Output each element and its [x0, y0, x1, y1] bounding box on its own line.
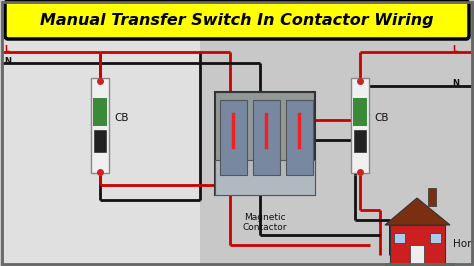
Text: N: N: [4, 56, 11, 65]
Bar: [2, 2, 200, 264]
Text: Home: Home: [453, 239, 474, 249]
Bar: [354, 130, 366, 152]
Bar: [215, 160, 315, 195]
Text: Manual Transfer Switch In Contactor Wiring: Manual Transfer Switch In Contactor Wiri…: [40, 14, 434, 28]
Bar: [351, 78, 369, 173]
Text: CB: CB: [374, 113, 389, 123]
Text: Magnetic
Contactor: Magnetic Contactor: [243, 213, 287, 232]
Bar: [394, 233, 405, 243]
Text: L: L: [4, 45, 9, 55]
Bar: [430, 233, 441, 243]
Bar: [385, 263, 455, 266]
Bar: [353, 98, 367, 126]
Bar: [286, 100, 313, 175]
Bar: [94, 130, 106, 152]
FancyBboxPatch shape: [5, 1, 469, 39]
Bar: [215, 92, 315, 195]
Bar: [253, 100, 280, 175]
Text: CB: CB: [114, 113, 128, 123]
Bar: [220, 100, 247, 175]
Text: L: L: [452, 45, 457, 55]
Bar: [93, 98, 107, 126]
Bar: [91, 78, 109, 173]
Text: N: N: [452, 80, 459, 89]
Bar: [410, 245, 424, 265]
Bar: [390, 225, 445, 265]
Bar: [428, 188, 436, 206]
Polygon shape: [385, 198, 450, 225]
